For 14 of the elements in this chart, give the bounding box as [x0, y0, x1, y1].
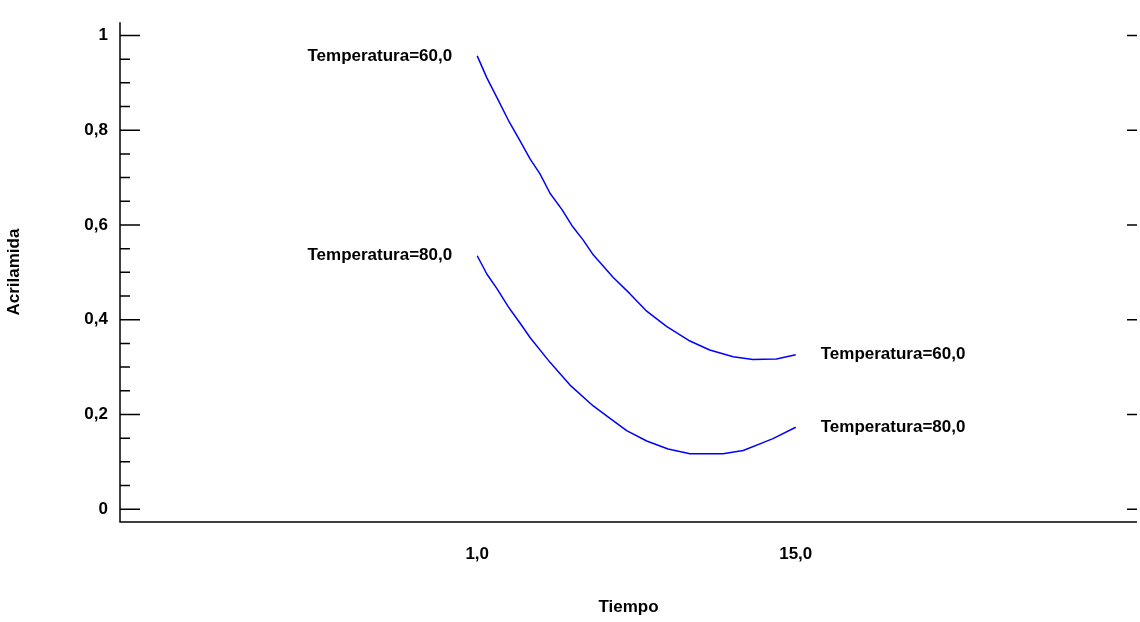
text: Temperatura=80,0 — [307, 245, 453, 265]
y-tick-label: 0,8 — [84, 119, 108, 139]
series-label: Temperatura=60,0 — [820, 344, 966, 364]
y-tick-label: 0,2 — [84, 404, 108, 424]
y-tick-label: 0 — [98, 498, 108, 518]
y-tick-label: 0,6 — [84, 214, 108, 234]
y-axis-title: Acrilamida — [3, 228, 23, 316]
x-tick-label: 1,0 — [465, 543, 490, 563]
text: Temperatura=60,0 — [307, 45, 453, 65]
series-label: Temperatura=80,0 — [820, 416, 966, 436]
x-tick-label: 15,0 — [779, 543, 813, 563]
x-axis-title: Tiempo — [598, 597, 659, 617]
y-tick-label: 0,4 — [84, 309, 109, 329]
y-tick-label: 1 — [98, 25, 108, 45]
